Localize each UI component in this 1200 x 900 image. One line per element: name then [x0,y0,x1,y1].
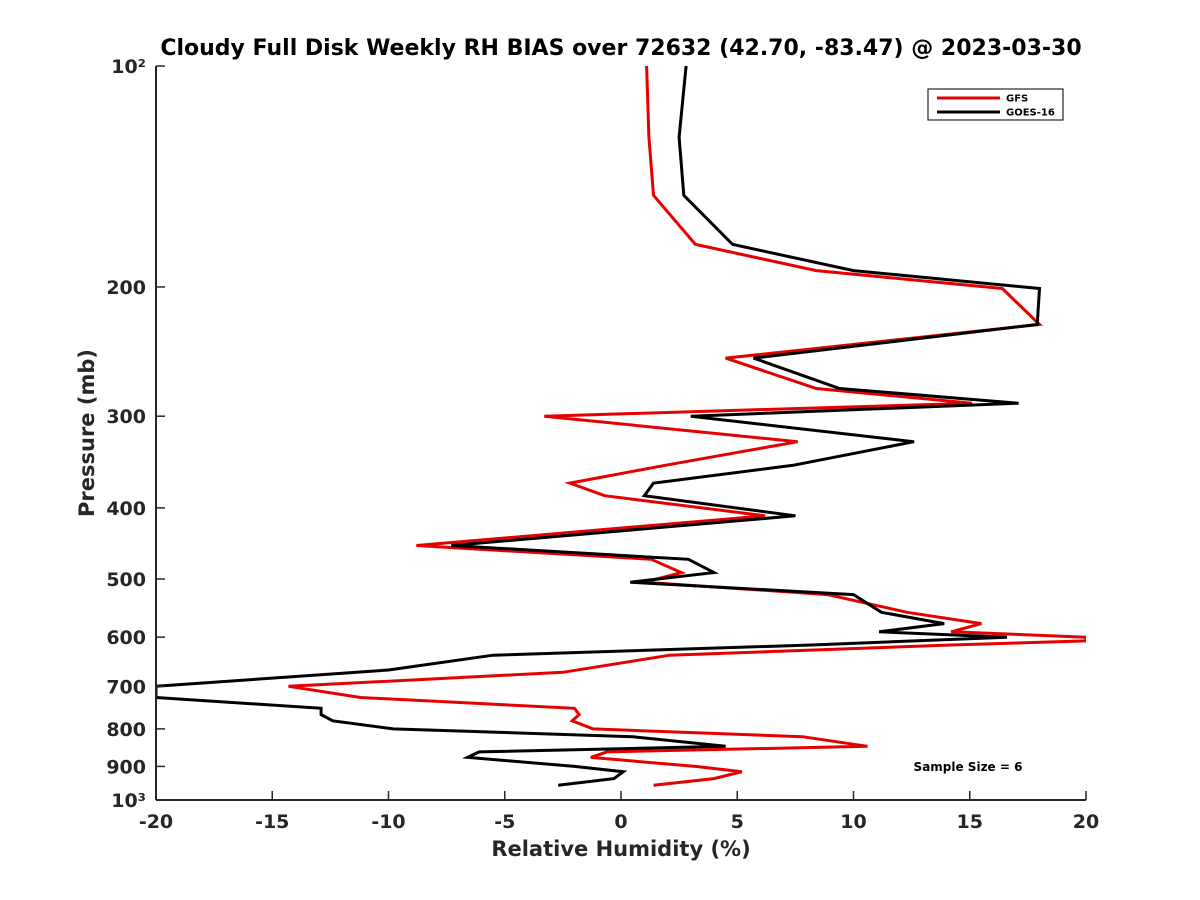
y-tick-label: 500 [106,569,146,591]
legend: GFS GOES-16 [927,88,1064,121]
x-tick-label: -5 [494,811,515,833]
x-tick-label: -10 [371,811,405,833]
y-tick-label: 10³ [111,790,146,812]
y-ticks: 10² 200 300 400 500 600 700 800 900 10³ [106,56,165,812]
y-tick-label: 600 [106,627,146,649]
y-tick-label: 10² [111,56,146,78]
y-tick-label: 900 [106,756,146,778]
x-ticks: -20 -15 -10 -5 0 5 10 15 20 [139,791,1099,833]
x-tick-label: -20 [139,811,173,833]
x-tick-label: 10 [840,811,866,833]
legend-box [927,88,1064,121]
legend-label-goes-16: GOES-16 [1006,108,1055,119]
x-tick-label: -15 [255,811,289,833]
series-line-goes-16 [156,66,1042,787]
y-tick-label: 300 [106,406,146,428]
series-line-gfs [288,66,1086,787]
x-tick-label: 0 [614,811,627,833]
plot-area: -20 -15 -10 -5 0 5 10 15 20 10² 200 300 400 500 600 70… [106,56,1099,833]
y-tick-label: 400 [106,498,146,520]
legend-items: GFS GOES-16 [937,94,1055,119]
x-tick-label: 20 [1073,811,1099,833]
y-tick-label: 700 [106,676,146,698]
sample-size-annotation: Sample Size = 6 [914,760,1023,774]
x-axis-label: Relative Humidity (%) [491,837,750,861]
x-tick-label: 5 [731,811,744,833]
y-tick-label: 800 [106,719,146,741]
y-tick-label: 200 [106,277,146,299]
series-layer [156,66,1086,787]
legend-label-gfs: GFS [1006,94,1028,105]
plot-background [156,66,1086,800]
chart-title: Cloudy Full Disk Weekly RH BIAS over 726… [160,36,1081,61]
y-axis-label: Pressure (mb) [75,349,99,517]
x-tick-label: 15 [957,811,983,833]
